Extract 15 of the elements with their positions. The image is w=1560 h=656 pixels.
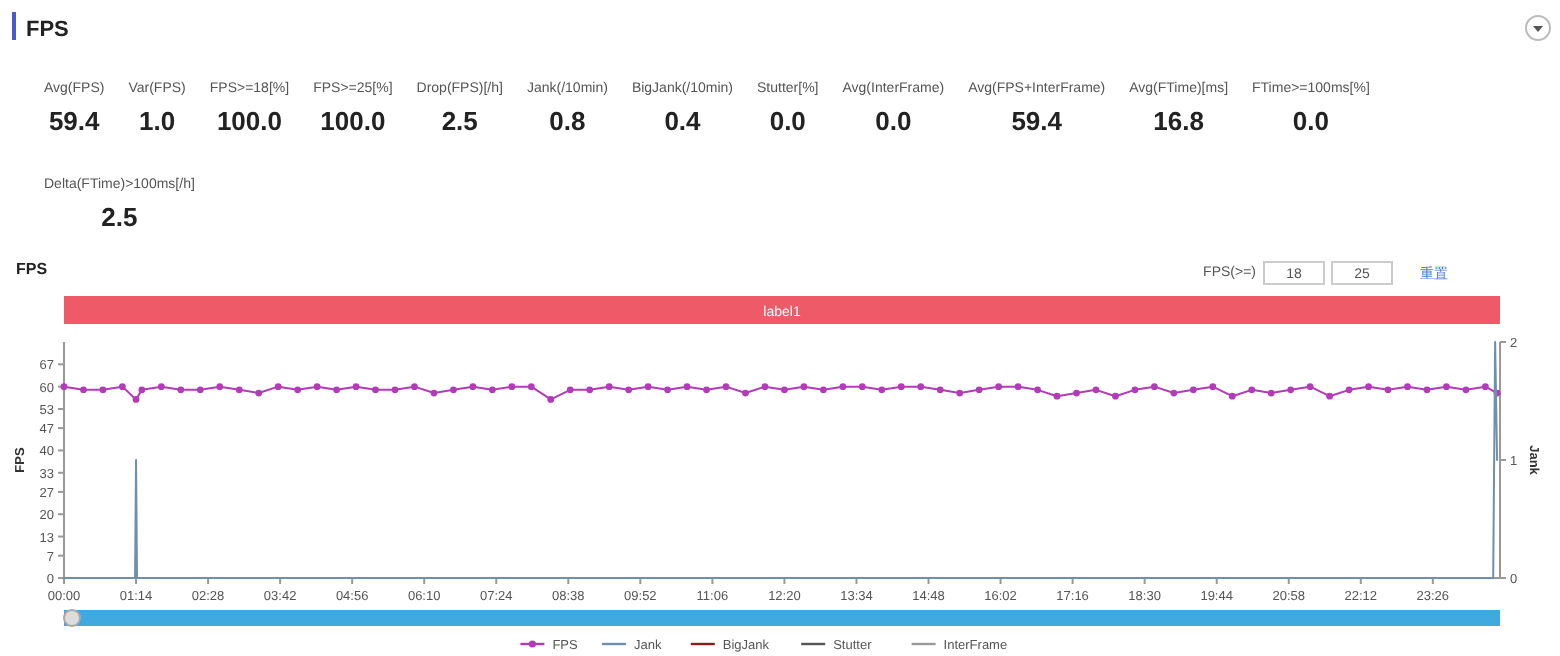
- text: 0.0: [1292, 106, 1329, 136]
- text: 2.5: [441, 106, 478, 136]
- text: 0.4: [664, 106, 701, 136]
- text: 1.0: [139, 106, 176, 136]
- text: 2.5: [101, 202, 138, 232]
- text: 0.8: [549, 106, 586, 136]
- chart-title: FPS: [16, 260, 49, 278]
- text: FPS: [26, 18, 69, 42]
- text: 0.0: [769, 106, 806, 136]
- text: 59.4: [48, 106, 100, 136]
- text: 0.0: [875, 106, 912, 136]
- text: 100.0: [216, 106, 282, 136]
- text: 100.0: [320, 106, 386, 136]
- text: 16.8: [1153, 106, 1204, 136]
- text: 59.4: [1011, 106, 1063, 136]
